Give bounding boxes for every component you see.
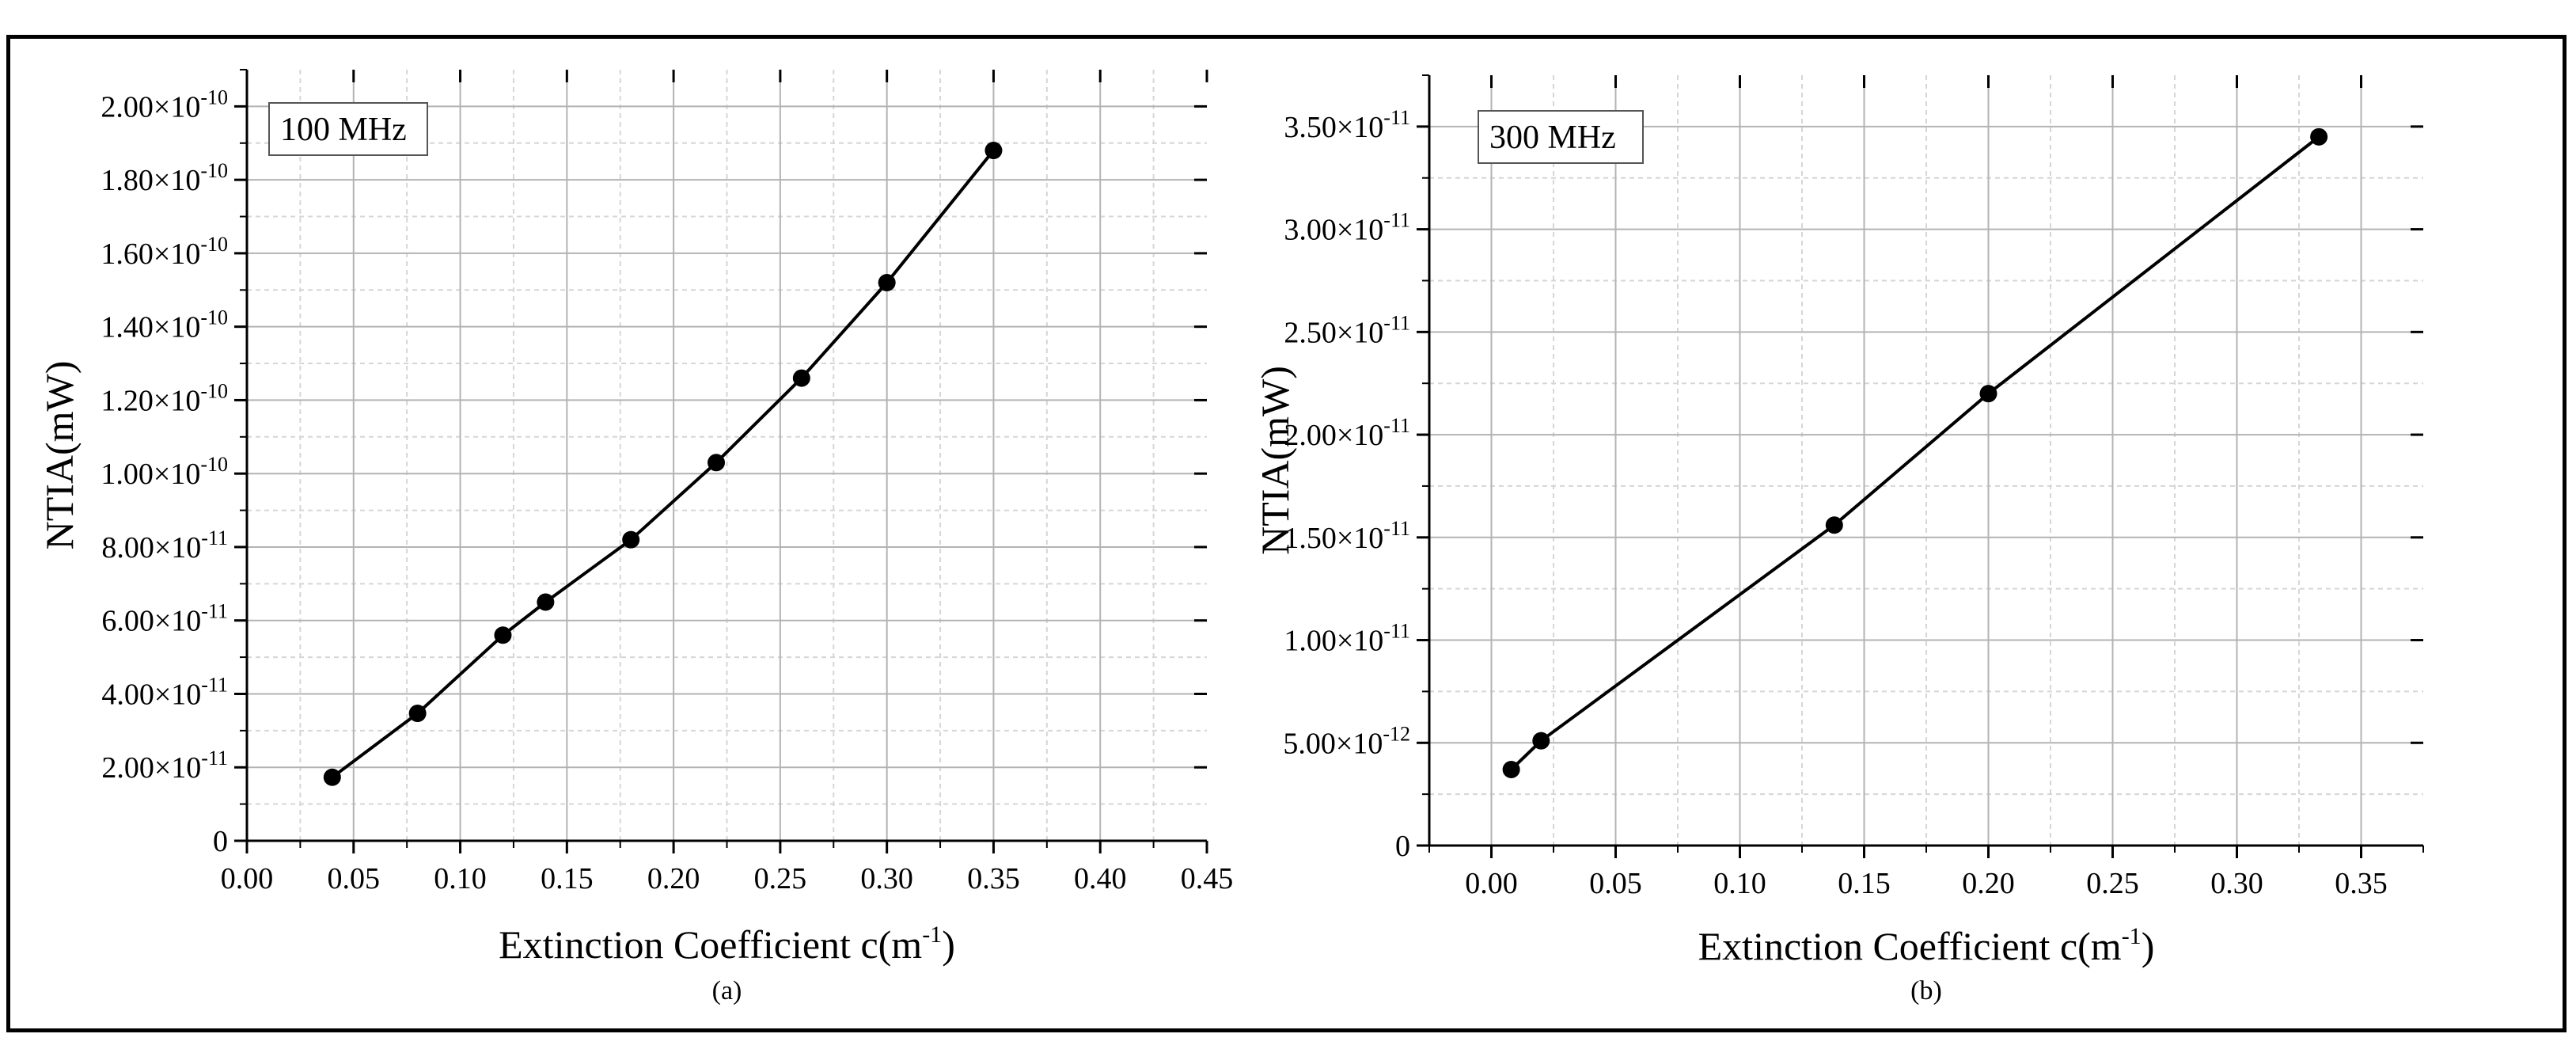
data-point bbox=[878, 274, 896, 292]
series-line bbox=[331, 149, 995, 779]
legend-text: 100 MHz bbox=[280, 112, 407, 148]
y-tick-label: 1.60×10-10 bbox=[101, 233, 228, 271]
y-tick-label: 1.00×10-10 bbox=[101, 453, 228, 491]
chart-panel-b: 0.00 0.05 0.10 0.15 0.20 0.25 0.30 0.35 0 5.00×10… bbox=[1253, 74, 2424, 1005]
y-tick-label: 8.00×10-11 bbox=[101, 526, 228, 564]
x-tick-label: 0.35 bbox=[2335, 867, 2388, 900]
data-point bbox=[408, 705, 427, 723]
x-tick-label: 0.25 bbox=[754, 862, 807, 895]
x-tick-label: 0.45 bbox=[1181, 862, 1234, 895]
y-tick-label: 1.00×10-11 bbox=[1284, 620, 1410, 658]
x-tick-label: 0.15 bbox=[1838, 867, 1891, 900]
x-tick-label: 0.40 bbox=[1074, 862, 1127, 895]
data-point bbox=[792, 369, 810, 387]
y-tick-label: 4.00×10-11 bbox=[101, 673, 228, 711]
panel-label: (a) bbox=[712, 976, 742, 1005]
data-point bbox=[708, 454, 726, 472]
data-point bbox=[1979, 385, 1997, 403]
x-axis-title: Extinction Coefficient c(m-1) bbox=[1698, 923, 2155, 968]
y-tick-label: 1.80×10-10 bbox=[101, 159, 228, 197]
y-tick-label: 0 bbox=[1395, 830, 1410, 863]
data-point bbox=[1532, 732, 1550, 750]
y-tick-label: 2.50×10-11 bbox=[1284, 311, 1410, 349]
x-tick-label: 0.05 bbox=[1589, 867, 1642, 900]
data-point bbox=[1502, 760, 1520, 778]
y-tick-label: 3.00×10-11 bbox=[1284, 209, 1410, 247]
legend-text: 300 MHz bbox=[1489, 120, 1616, 156]
legend-box bbox=[268, 102, 428, 156]
legend-box bbox=[1478, 110, 1644, 164]
y-tick-label: 1.40×10-10 bbox=[101, 306, 228, 344]
figure-frame bbox=[6, 35, 2567, 1032]
x-tick-label: 0.15 bbox=[541, 862, 594, 895]
x-tick-label: 0.00 bbox=[1465, 867, 1518, 900]
x-tick-label: 0.10 bbox=[1713, 867, 1766, 900]
x-tick-label: 0.25 bbox=[2086, 867, 2139, 900]
chart-panel-a: 0.00 0.05 0.10 0.15 0.20 0.25 0.30 0.35 0.40 0.45… bbox=[37, 69, 1234, 1005]
data-point bbox=[494, 626, 512, 644]
y-axis-title: NTIA(mW) bbox=[1253, 366, 1297, 555]
y-tick-label: 1.20×10-10 bbox=[101, 379, 228, 417]
x-tick-label: 0.10 bbox=[434, 862, 487, 895]
x-tick-label: 0.30 bbox=[860, 862, 913, 895]
data-point bbox=[1825, 516, 1843, 534]
x-tick-label: 0.05 bbox=[328, 862, 381, 895]
y-tick-label: 0 bbox=[213, 825, 228, 858]
data-point bbox=[984, 142, 1003, 160]
x-tick-label: 0.30 bbox=[2210, 867, 2263, 900]
y-tick-label: 1.50×10-11 bbox=[1284, 517, 1410, 555]
y-tick-label: 2.00×10-11 bbox=[101, 747, 228, 785]
x-tick-label: 0.20 bbox=[1962, 867, 2015, 900]
data-point bbox=[323, 768, 341, 786]
series-line bbox=[1510, 135, 2320, 771]
y-tick-label: 5.00×10-12 bbox=[1283, 722, 1410, 760]
y-tick-label: 6.00×10-11 bbox=[101, 600, 228, 638]
x-tick-label: 0.35 bbox=[967, 862, 1020, 895]
y-tick-label: 2.00×10-10 bbox=[101, 86, 228, 124]
data-point bbox=[2310, 127, 2328, 146]
x-axis-title: Extinction Coefficient c(m-1) bbox=[499, 922, 955, 967]
data-point bbox=[622, 530, 640, 549]
y-axis-title: NTIA(mW) bbox=[37, 361, 82, 550]
data-point bbox=[537, 593, 555, 611]
x-tick-label: 0.20 bbox=[647, 862, 700, 895]
y-tick-label: 3.50×10-11 bbox=[1284, 106, 1410, 144]
panel-label: (b) bbox=[1910, 976, 1942, 1005]
x-tick-label: 0.00 bbox=[221, 862, 274, 895]
y-tick-label: 2.00×10-11 bbox=[1284, 414, 1410, 452]
